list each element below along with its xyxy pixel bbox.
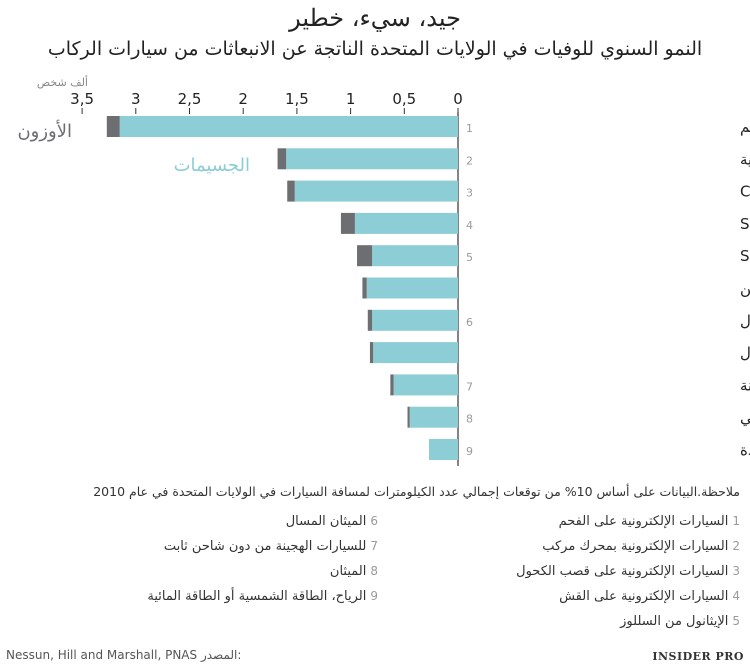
category-label: وقود الديزل <box>740 344 750 362</box>
category-number: 5 <box>466 251 473 264</box>
bar-ozone <box>357 245 373 267</box>
footnote-text: السيارات الإلكترونية على الفحم <box>558 514 729 529</box>
series-label-particles: الجسيمات <box>174 155 250 176</box>
footnote-number: 2 <box>732 539 740 553</box>
category-number: 4 <box>466 219 473 232</box>
bar-ozone <box>407 406 410 428</box>
category-label: السيارات الإلكترونية على الغاز الطبيعي <box>740 409 750 428</box>
category-number: 6 <box>466 316 473 329</box>
category-number: 2 <box>466 154 473 167</box>
bar-ozone <box>390 374 394 396</box>
bar-ozone <box>367 309 373 331</box>
footnote-item: 2السيارات الإلكترونية بمحرك مركب <box>542 539 740 554</box>
footnote-text: الرياح، الطاقة الشمسية أو الطاقة المائية <box>147 589 367 604</box>
bar-ozone <box>362 277 367 299</box>
footnote-text: الإيثانول من السللوز <box>620 614 729 629</box>
bar-particles <box>429 439 458 460</box>
bar-ozone <box>340 212 355 234</box>
x-tick-label: 1 <box>346 90 356 108</box>
category-label: إيثانول S <box>740 247 750 265</box>
x-tick-label: 1,5 <box>285 90 309 108</box>
x-tick-label: 2 <box>238 90 248 108</box>
bar-particles <box>366 277 458 299</box>
footnote-number: 8 <box>370 564 378 578</box>
category-label: وقود السيارات الهجينة <box>740 376 750 394</box>
footnote-number: 5 <box>732 614 740 628</box>
category-label: إيثانول C <box>740 183 750 201</box>
category-number: 3 <box>466 187 473 200</box>
bar-particles <box>119 116 458 137</box>
bar-particles <box>354 212 458 234</box>
bar-particles <box>372 309 458 331</box>
footnote-number: 6 <box>370 514 378 528</box>
chart-title: جيد، سيء، خطير <box>289 4 461 32</box>
bar-particles <box>409 406 458 428</box>
category-label: السيارات الإلكترونية على كبريت S <box>740 215 750 233</box>
series-label-ozone: الأوزون <box>17 120 72 142</box>
footnote-text: السيارات الإلكترونية على قصب الكحول <box>516 564 729 579</box>
chart-subtitle: النمو السنوي للوفيات في الولايات المتحدة… <box>47 38 703 60</box>
axis-unit-label: ألف شخص <box>37 75 88 89</box>
category-number: 8 <box>466 413 473 426</box>
source-text: Nessun, Hill and Marshall, PNAS <box>6 648 198 662</box>
category-number: 9 <box>466 445 473 458</box>
category-label: السيارات الإلكترونية على الفحم <box>740 118 750 136</box>
bar-ozone <box>106 116 120 137</box>
footnote-number: 9 <box>370 589 378 603</box>
footnote-item: 4السيارات الإلكترونية على القش <box>559 589 740 604</box>
x-tick-label: 3 <box>131 90 141 108</box>
bar-ozone <box>277 148 287 170</box>
source-label: المصدر: <box>200 648 242 662</box>
bar-particles <box>393 374 458 396</box>
category-label: الغاز المسال <box>740 312 750 330</box>
footnote-item: 1السيارات الإلكترونية على الفحم <box>559 514 740 529</box>
source-line: Nessun, Hill and Marshall, PNAS المصدر: <box>6 648 241 662</box>
category-number: 7 <box>466 380 473 393</box>
category-number: 1 <box>466 122 473 135</box>
bar-ozone <box>369 342 374 364</box>
footnote-item: 6الميثان المسال <box>286 514 378 529</box>
bar-particles <box>372 245 458 267</box>
footnote-item: 8الميثان <box>330 564 378 579</box>
bar-particles <box>286 148 458 170</box>
footnote-text: الميثان <box>329 564 367 579</box>
bar-particles <box>373 342 458 364</box>
footnote-number: 4 <box>732 589 740 603</box>
category-label: السيارات الإلكترونية بمصادر متجددة <box>740 441 750 459</box>
category-label: البنزين <box>740 280 750 298</box>
x-tick-label: 3,5 <box>70 90 94 108</box>
footnote-item: 5الإيثانول من السللوز <box>620 614 740 629</box>
x-tick-label: 0 <box>453 90 463 108</box>
bar-chart: ألف شخص 0 0,5 1 1,5 2 2,5 3 3,5 1 السيارات الإلكتر… <box>17 75 750 466</box>
x-tick-label: 2,5 <box>178 90 202 108</box>
bar-ozone <box>287 180 295 202</box>
footnote-text: السيارات الإلكترونية بمحرك مركب <box>542 539 729 554</box>
brand-logo: INSIDER PRO <box>652 650 744 663</box>
bar-particles <box>294 180 458 202</box>
footnote-text: للسيارات الهجينة من دون شاحن ثابت <box>163 539 367 554</box>
footnote-number: 7 <box>370 539 378 553</box>
footnote-item: 3السيارات الإلكترونية على قصب الكحول <box>516 564 740 579</box>
footnote-text: السيارات الإلكترونية على القش <box>559 589 729 604</box>
footnote-item: 9الرياح، الطاقة الشمسية أو الطاقة المائي… <box>147 589 378 604</box>
x-tick-label: 0,5 <box>392 90 416 108</box>
note-text: ملاحظة.البيانات على أساس 10% من توقعات إ… <box>93 484 740 499</box>
footnote-text: الميثان المسال <box>285 514 367 529</box>
footnote-number: 3 <box>732 564 740 578</box>
category-label: متوسط السيارات الإلكترونية <box>740 150 750 168</box>
footnote-number: 1 <box>732 514 740 528</box>
footnote-item: 7للسيارات الهجينة من دون شاحن ثابت <box>164 539 378 554</box>
